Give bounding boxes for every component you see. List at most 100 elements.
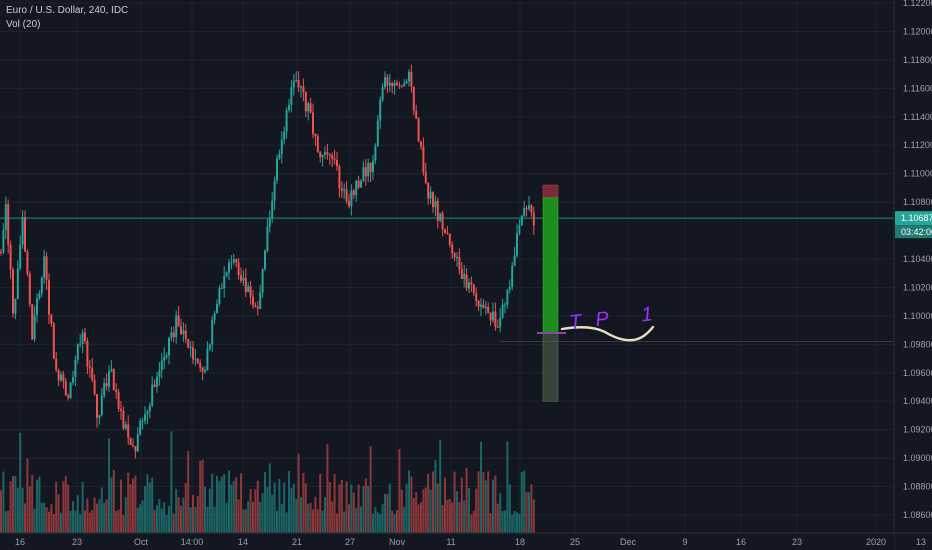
volume-bar	[398, 449, 401, 533]
volume-bar	[340, 479, 343, 533]
candle-body	[127, 424, 130, 438]
candle-body	[93, 379, 96, 395]
volume-bar	[530, 484, 533, 533]
volume-bar	[405, 483, 408, 533]
price-tick-label: 1.11000	[903, 169, 932, 179]
price-tick-label: 1.11200	[903, 140, 932, 150]
candle-body	[146, 411, 149, 415]
candle-body	[532, 212, 535, 226]
volume-bar	[40, 502, 43, 533]
candle-body	[434, 200, 437, 208]
volume-bar	[331, 501, 334, 533]
candle-body	[360, 180, 362, 188]
volume-bar	[316, 509, 319, 533]
volume-bar	[45, 507, 48, 533]
countdown-tag-bg	[895, 225, 932, 239]
volume-bar	[218, 481, 221, 533]
price-tick-label: 1.09200	[903, 425, 932, 435]
candle-body	[379, 99, 382, 121]
volume-bar	[148, 482, 151, 533]
long-position-tool[interactable]	[500, 184, 894, 402]
time-axis[interactable]: 16 23 Oct 14:00 14 21 27 Nov 11 18 25 Dec 9 16 23 2020 1…	[0, 532, 932, 550]
volume-bar	[309, 502, 312, 533]
volume-bar	[98, 499, 101, 533]
volume-bar	[33, 508, 36, 533]
candle-body	[21, 217, 24, 245]
volume-bar	[48, 511, 50, 533]
volume-bar	[319, 473, 322, 533]
volume-bar	[273, 482, 276, 533]
candle-body	[470, 282, 473, 285]
volume-histogram	[0, 431, 535, 533]
candle-body	[170, 332, 173, 338]
volume-bar	[91, 510, 94, 533]
time-axis-background	[0, 533, 894, 550]
volume-bar	[429, 489, 432, 533]
volume-bar	[160, 508, 163, 533]
price-axis[interactable]: 1.12200 1.12000 1.11800 1.11600 1.11400 1.112…	[893, 0, 932, 550]
price-tick-label: 1.08600	[903, 510, 932, 520]
candle-body	[362, 167, 365, 181]
volume-indicator-label[interactable]: Vol (20)	[6, 19, 41, 30]
last-price-tag: 1.10687	[895, 211, 932, 226]
candle-body	[249, 286, 252, 297]
volume-bar	[516, 512, 518, 533]
candle-body	[372, 160, 374, 173]
volume-bar	[427, 474, 430, 533]
volume-bar	[422, 489, 425, 533]
volume-bar	[132, 478, 134, 533]
time-tick-label: 23	[792, 537, 802, 547]
volume-bar	[288, 470, 290, 533]
candle-body	[74, 360, 77, 378]
candle-body	[420, 141, 422, 147]
projection-curve	[560, 325, 655, 342]
candle-body	[48, 279, 50, 315]
volume-bar	[247, 501, 250, 533]
volume-bar	[9, 481, 12, 533]
volume-bar	[499, 493, 502, 533]
volume-bar	[96, 503, 98, 533]
price-tick-label: 1.10000	[903, 311, 932, 321]
volume-bar	[379, 514, 382, 533]
candle-body	[499, 317, 502, 328]
candle-body	[518, 225, 521, 234]
candle-body	[444, 229, 446, 233]
candle-body	[386, 77, 389, 86]
volume-bar	[170, 431, 173, 533]
volume-bar	[7, 510, 10, 533]
projection-drawing[interactable]	[560, 325, 655, 342]
candle-body	[211, 319, 214, 345]
candle-body	[141, 420, 144, 422]
candle-body	[194, 358, 197, 360]
candle-body	[422, 146, 425, 173]
volume-bar	[494, 475, 497, 533]
candle-body	[460, 269, 463, 279]
candle-body	[213, 313, 216, 320]
volume-bar	[374, 507, 377, 533]
volume-bar	[283, 482, 286, 533]
volume-bar	[127, 472, 130, 533]
time-tick-label: 27	[345, 537, 355, 547]
candle-body	[96, 394, 98, 418]
candle-body	[223, 275, 226, 289]
price-tick-label: 1.12000	[903, 26, 932, 36]
volume-bar	[369, 446, 372, 533]
volume-bar	[523, 470, 526, 533]
price-tick-label: 1.11600	[903, 83, 932, 93]
candlestick-series	[0, 64, 535, 459]
candle-body	[52, 323, 55, 359]
candle-body	[513, 255, 516, 266]
candle-body	[530, 205, 533, 213]
symbol-title[interactable]: Euro / U.S. Dollar, 240, IDC	[6, 5, 129, 16]
volume-bar	[297, 453, 300, 533]
candle-body	[446, 232, 449, 234]
volume-bar	[124, 497, 127, 533]
candle-body	[523, 207, 526, 216]
candle-body	[309, 103, 312, 113]
candle-body	[86, 340, 89, 367]
volume-bar	[180, 505, 182, 533]
last-price-tag-bg	[895, 211, 932, 226]
price-tick-label: 1.09000	[903, 453, 932, 463]
